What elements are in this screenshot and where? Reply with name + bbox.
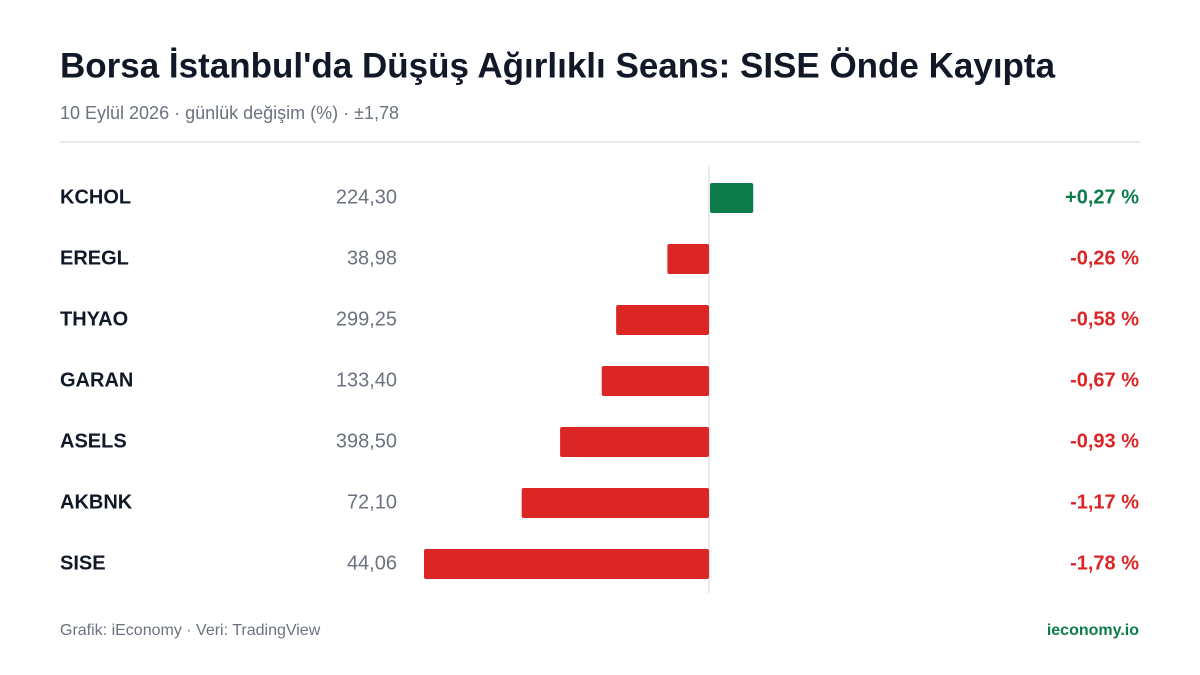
chart-title: Borsa İstanbul'da Düşüş Ağırlıklı Seans:… [60, 46, 1056, 85]
bar [560, 427, 709, 457]
brand: ieconomy.io [1047, 622, 1139, 639]
ticker-label: SISE [60, 552, 106, 574]
bar [710, 183, 754, 213]
bar [601, 366, 709, 396]
bar [424, 549, 709, 579]
ticker-label: ASELS [60, 430, 127, 452]
bar [521, 488, 709, 518]
chart-subtitle: 10 Eylül 2026 · günlük değişim (%) · ±1,… [60, 103, 399, 123]
ticker-label: EREGL [60, 247, 129, 269]
price-label: 398,50 [336, 430, 397, 452]
ticker-label: KCHOL [60, 186, 131, 208]
value-label: -0,26 % [1070, 247, 1139, 269]
ticker-label: AKBNK [60, 491, 133, 513]
value-label: -1,17 % [1070, 491, 1139, 513]
source-note: Grafik: iEconomy · Veri: TradingView [60, 622, 321, 639]
value-label: -1,78 % [1070, 552, 1139, 574]
price-label: 133,40 [336, 369, 397, 391]
ticker-label: THYAO [60, 308, 128, 330]
bar [667, 244, 709, 274]
value-label: -0,93 % [1070, 430, 1139, 452]
price-label: 224,30 [336, 186, 397, 208]
price-label: 72,10 [347, 491, 397, 513]
value-label: -0,67 % [1070, 369, 1139, 391]
price-label: 38,98 [347, 247, 397, 269]
price-label: 299,25 [336, 308, 397, 330]
value-label: +0,27 % [1065, 186, 1139, 208]
ticker-label: GARAN [60, 369, 133, 391]
value-label: -0,58 % [1070, 308, 1139, 330]
bar [616, 305, 709, 335]
price-label: 44,06 [347, 552, 397, 574]
